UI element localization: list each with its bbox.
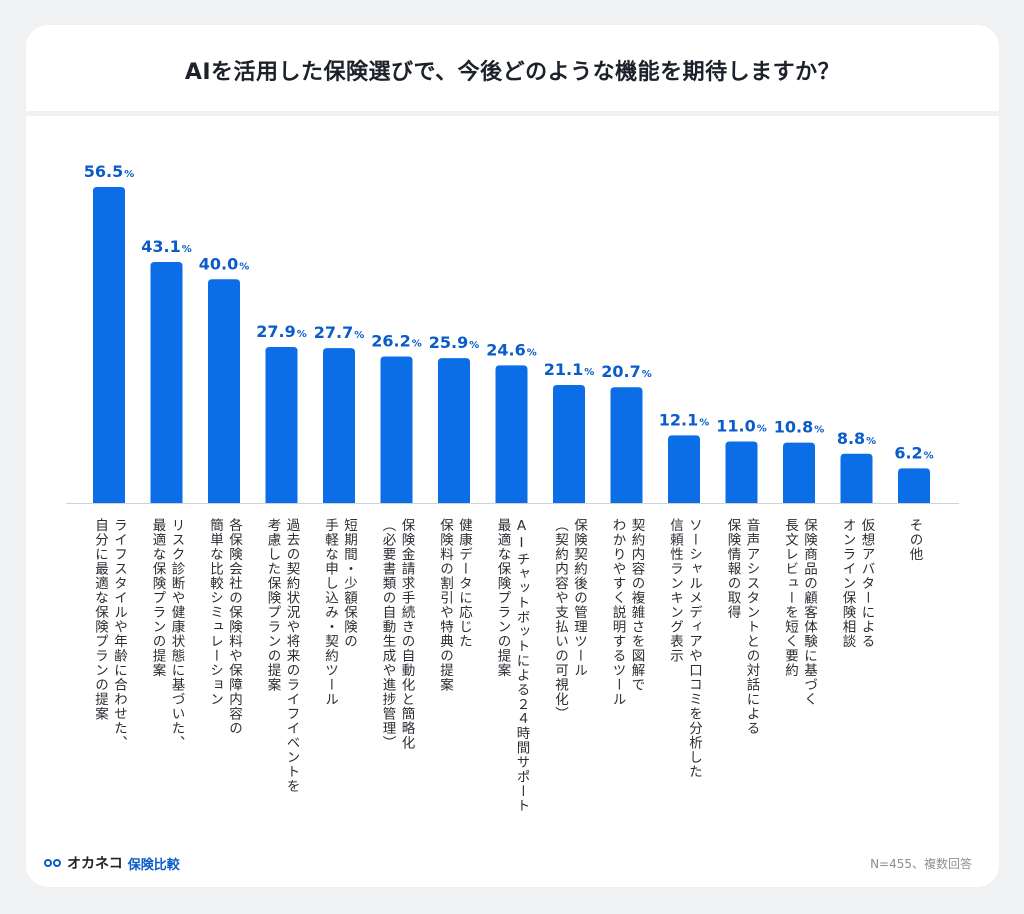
brand-logo: オカネコ 保険比較 [44, 853, 180, 873]
category-label-line: 最適な保険プランの提案 [494, 518, 511, 678]
category-label-line: 自分に最適な保険プランの提案 [92, 518, 108, 721]
bar-5 [323, 348, 355, 503]
value-label-14: 8.8% [837, 429, 876, 448]
bar-8 [495, 365, 528, 503]
value-label-9: 21.1% [544, 360, 595, 379]
bar-13 [783, 442, 815, 503]
value-label-2: 43.1% [141, 237, 192, 256]
category-label-4: 過去の契約状況や将来のライフイベントを 考慮した保険プランの提案 [263, 518, 301, 794]
sample-note: N=455、複数回答 [870, 857, 972, 871]
value-label-3: 40.0% [199, 254, 250, 273]
chart-card: AIを活用した保険選びで、今後どのような機能を期待しますか？ 56.5% 43.1… [26, 25, 999, 887]
category-label-7: 健康データに応じた 保険料の割引や特典の提案 [435, 518, 473, 692]
category-label-8: AIチャットボットによる２４時間サポート 最適な保険プランの提案 [493, 518, 531, 813]
chart-header: AIを活用した保険選びで、今後どのような機能を期待しますか？ [26, 25, 999, 111]
value-label-8: 24.6% [486, 340, 537, 359]
category-label-line: オンライン保険相談 [839, 518, 856, 649]
category-label-line: 考慮した保険プランの提案 [264, 518, 281, 692]
category-label-line: （必要書類の自動生成や進捗管理） [379, 518, 396, 750]
logo-brand-text: オカネコ [67, 856, 123, 872]
bar-chart: 56.5% 43.1% 40.0% 27.9% 27.7% 26.2% 25.9% 24.6%… [66, 162, 959, 504]
category-label-line: 保険料の割引や特典の提案 [437, 518, 453, 692]
value-label-12: 11.0% [716, 416, 767, 435]
value-label-5: 27.7% [314, 323, 365, 342]
category-label-line: わかりやすく説明するツール [609, 518, 626, 707]
category-label-14: 仮想アバターによる オンライン保険相談 [838, 518, 876, 649]
category-label-3: 各保険会社の保険料や保障内容の 簡単な比較シミュレーション [205, 518, 243, 736]
category-label-line: 信頼性ランキング表示 [667, 518, 683, 663]
category-label-13: 保険商品の顧客体験に基づく 長文レビューを短く要約 [780, 518, 818, 707]
category-label-line: ライフスタイルや年齢に合わせた、 [111, 518, 127, 750]
category-label-line: 短期間・少額保険の [341, 518, 357, 649]
category-label-line: 保険情報の取得 [724, 518, 741, 620]
category-label-10: 契約内容の複雑さを図解で わかりやすく説明するツール [608, 518, 646, 707]
category-label-5: 短期間・少額保険の 手軽な申し込み・契約ツール [320, 518, 358, 707]
category-label-line: （契約内容や支払いの可視化） [552, 518, 568, 721]
bar-14 [840, 453, 873, 503]
value-label-1: 56.5% [84, 162, 135, 181]
value-label-6: 26.2% [371, 331, 422, 350]
category-label-line: 最適な保険プランの提案 [149, 518, 166, 678]
bar-10 [610, 387, 643, 503]
category-label-12: 音声アシスタントとの対話による 保険情報の取得 [723, 518, 761, 736]
category-label-line: 過去の契約状況や将来のライフイベントを [283, 518, 300, 794]
category-label-line: 各保険会社の保険料や保障内容の [226, 518, 242, 736]
bar-12 [725, 441, 758, 503]
bar-1 [93, 187, 125, 503]
category-label-line: 手軽な申し込み・契約ツール [322, 518, 338, 707]
bar-4 [265, 346, 298, 503]
category-label-line: 保険契約後の管理ツール [571, 518, 587, 678]
value-label-11: 12.1% [659, 410, 710, 429]
category-label-line: その他 [906, 518, 923, 562]
bar-2 [150, 261, 183, 503]
category-label-15: その他 [905, 518, 924, 562]
bar-7 [438, 358, 470, 503]
bar-6 [380, 356, 413, 503]
category-label-11: ソーシャルメディアや口コミを分析した 信頼性ランキング表示 [665, 518, 703, 779]
category-label-line: 簡単な比較シミュレーション [207, 518, 223, 707]
category-label-line: 契約内容の複雑さを図解で [628, 518, 645, 692]
cat-eyes-logo-icon [44, 857, 62, 869]
category-label-line: 保険商品の顧客体験に基づく [801, 518, 817, 707]
category-label-line: 音声アシスタントとの対話による [743, 518, 760, 736]
category-label-line: リスク診断や健康状態に基づいた、 [168, 518, 185, 750]
category-label-9: 保険契約後の管理ツール （契約内容や支払いの可視化） [550, 518, 588, 721]
category-label-2: リスク診断や健康状態に基づいた、 最適な保険プランの提案 [148, 518, 186, 750]
header-divider [26, 111, 999, 116]
category-label-1: ライフスタイルや年齢に合わせた、 自分に最適な保険プランの提案 [90, 518, 128, 750]
value-label-4: 27.9% [256, 322, 307, 341]
bar-15 [898, 468, 930, 503]
value-label-13: 10.8% [774, 418, 825, 437]
bar-11 [668, 435, 700, 503]
category-label-line: 仮想アバターによる [858, 518, 875, 649]
category-label-line: 健康データに応じた [456, 518, 472, 649]
logo-service-text: 保険比較 [127, 857, 180, 873]
value-label-10: 20.7% [601, 362, 652, 381]
category-label-line: 保険金請求手続きの自動化と簡略化 [398, 518, 415, 750]
category-label-line: AIチャットボットによる２４時間サポート [513, 518, 530, 813]
category-label-line: ソーシャルメディアや口コミを分析した [686, 518, 702, 779]
value-label-7: 25.9% [429, 333, 480, 352]
chart-title: AIを活用した保険選びで、今後どのような機能を期待しますか？ [184, 60, 841, 85]
bar-9 [553, 384, 585, 503]
category-label-line: 長文レビューを短く要約 [782, 518, 798, 678]
bar-3 [208, 279, 240, 503]
category-label-6: 保険金請求手続きの自動化と簡略化 （必要書類の自動生成や進捗管理） [378, 518, 416, 750]
value-label-15: 6.2% [894, 443, 933, 462]
